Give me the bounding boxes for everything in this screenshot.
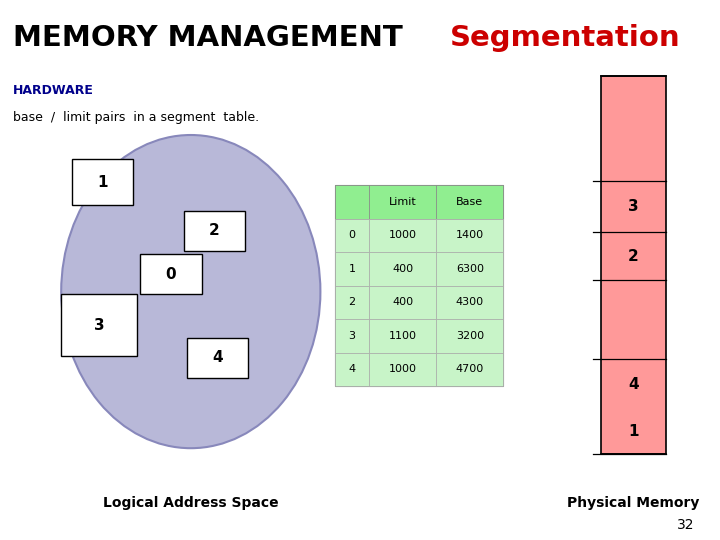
Text: 32: 32 [678, 518, 695, 532]
FancyBboxPatch shape [61, 294, 137, 356]
Text: 4300: 4300 [456, 298, 484, 307]
FancyBboxPatch shape [335, 319, 369, 353]
Text: 1: 1 [348, 264, 356, 274]
Text: 3: 3 [629, 199, 639, 214]
FancyBboxPatch shape [187, 338, 248, 378]
FancyBboxPatch shape [369, 185, 436, 219]
FancyBboxPatch shape [369, 319, 436, 353]
Text: 0: 0 [166, 267, 176, 281]
FancyBboxPatch shape [436, 252, 503, 286]
Text: 4: 4 [212, 350, 223, 365]
FancyBboxPatch shape [184, 211, 245, 251]
FancyBboxPatch shape [369, 252, 436, 286]
Text: 4700: 4700 [456, 364, 484, 374]
FancyBboxPatch shape [436, 185, 503, 219]
Text: Physical Memory: Physical Memory [567, 496, 700, 510]
Text: Logical Address Space: Logical Address Space [103, 496, 279, 510]
FancyBboxPatch shape [335, 219, 369, 252]
FancyBboxPatch shape [601, 76, 666, 454]
Text: 2: 2 [348, 298, 356, 307]
Ellipse shape [61, 135, 320, 448]
Text: Limit: Limit [389, 197, 417, 207]
Text: 3: 3 [94, 318, 104, 333]
Text: base  /  limit pairs  in a segment  table.: base / limit pairs in a segment table. [13, 111, 259, 124]
Text: 1400: 1400 [456, 231, 484, 240]
FancyBboxPatch shape [436, 219, 503, 252]
Text: 3200: 3200 [456, 331, 484, 341]
Text: 0: 0 [348, 231, 356, 240]
FancyBboxPatch shape [72, 159, 133, 205]
FancyBboxPatch shape [369, 219, 436, 252]
FancyBboxPatch shape [335, 185, 503, 386]
Text: 1: 1 [97, 175, 108, 190]
Text: 2: 2 [629, 248, 639, 264]
FancyBboxPatch shape [369, 353, 436, 386]
Text: 1000: 1000 [389, 364, 417, 374]
FancyBboxPatch shape [436, 319, 503, 353]
Text: HARDWARE: HARDWARE [13, 84, 94, 97]
Text: Segmentation: Segmentation [450, 24, 680, 52]
Text: 4: 4 [348, 364, 356, 374]
Text: 3: 3 [348, 331, 356, 341]
FancyBboxPatch shape [335, 185, 369, 219]
Text: 1000: 1000 [389, 231, 417, 240]
Text: 1100: 1100 [389, 331, 417, 341]
Text: 1: 1 [629, 424, 639, 440]
FancyBboxPatch shape [436, 286, 503, 319]
FancyBboxPatch shape [436, 353, 503, 386]
FancyBboxPatch shape [335, 252, 369, 286]
Text: Base: Base [456, 197, 483, 207]
Text: 400: 400 [392, 298, 413, 307]
FancyBboxPatch shape [369, 286, 436, 319]
Text: MEMORY MANAGEMENT: MEMORY MANAGEMENT [13, 24, 402, 52]
Text: 6300: 6300 [456, 264, 484, 274]
FancyBboxPatch shape [335, 286, 369, 319]
FancyBboxPatch shape [140, 254, 202, 294]
Text: 4: 4 [629, 377, 639, 392]
Text: 400: 400 [392, 264, 413, 274]
Text: 2: 2 [209, 224, 220, 238]
FancyBboxPatch shape [335, 353, 369, 386]
